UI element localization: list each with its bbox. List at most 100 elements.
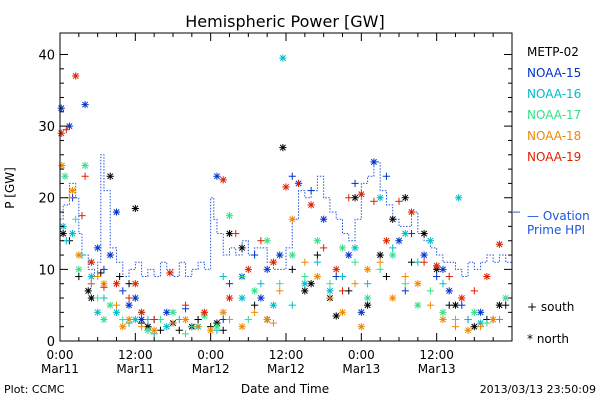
y-tick-label: 20 bbox=[38, 192, 55, 207]
data-point bbox=[439, 308, 447, 316]
data-point bbox=[156, 315, 165, 324]
data-point bbox=[72, 215, 80, 223]
legend-entry: NOAA-19 bbox=[527, 150, 581, 164]
data-point bbox=[163, 308, 171, 316]
data-point bbox=[94, 294, 102, 302]
data-point bbox=[426, 237, 434, 245]
data-point bbox=[87, 272, 95, 281]
x-tick-time-label: 0:00 bbox=[47, 348, 74, 362]
data-point bbox=[169, 319, 177, 327]
data-point bbox=[445, 287, 453, 295]
data-point bbox=[181, 301, 190, 309]
data-point bbox=[288, 301, 296, 309]
data-point bbox=[338, 308, 347, 316]
data-point bbox=[414, 280, 422, 288]
data-point bbox=[225, 280, 234, 288]
data-point bbox=[364, 294, 372, 302]
data-point bbox=[407, 208, 416, 216]
x-tick-date-label: Mar13 bbox=[342, 362, 380, 376]
data-point bbox=[57, 104, 65, 112]
data-point bbox=[225, 315, 234, 324]
data-point bbox=[125, 315, 133, 324]
data-point bbox=[100, 283, 108, 291]
data-point bbox=[257, 294, 265, 302]
legend-north: * north bbox=[527, 332, 569, 346]
data-point bbox=[458, 294, 466, 302]
data-point bbox=[307, 186, 315, 195]
data-point bbox=[370, 158, 378, 166]
data-point bbox=[94, 244, 102, 252]
data-point bbox=[451, 323, 460, 331]
y-tick-label: 40 bbox=[38, 48, 55, 63]
data-point bbox=[219, 315, 227, 324]
data-point bbox=[213, 172, 221, 180]
data-point bbox=[439, 265, 447, 273]
data-point bbox=[326, 280, 334, 288]
data-point bbox=[338, 272, 347, 281]
data-point bbox=[288, 265, 296, 273]
data-point bbox=[364, 265, 372, 273]
data-point bbox=[181, 330, 190, 338]
data-point bbox=[307, 280, 315, 288]
data-point bbox=[376, 265, 384, 273]
data-point bbox=[294, 179, 303, 188]
data-point bbox=[351, 244, 359, 252]
data-point bbox=[175, 315, 183, 324]
data-point bbox=[94, 308, 102, 316]
data-point bbox=[470, 323, 478, 331]
data-point bbox=[495, 301, 504, 309]
legend: METP-02 NOAA-15 NOAA-16 NOAA-17 NOAA-18 NOAA-… bbox=[527, 45, 581, 164]
x-tick-date-label: Mar11 bbox=[116, 362, 154, 376]
data-point bbox=[263, 265, 271, 273]
data-point bbox=[313, 258, 321, 266]
data-point bbox=[116, 272, 124, 281]
x-axis: 0:00Mar1112:00Mar110:00Mar1212:00Mar120:… bbox=[41, 33, 513, 376]
data-point bbox=[282, 183, 290, 191]
data-point bbox=[175, 326, 183, 334]
data-point bbox=[276, 280, 284, 288]
data-point bbox=[138, 308, 146, 316]
data-point bbox=[232, 229, 240, 238]
data-point bbox=[370, 197, 378, 205]
data-point bbox=[301, 280, 309, 288]
chart-title: Hemispheric Power [GW] bbox=[185, 12, 384, 31]
data-point bbox=[119, 287, 127, 295]
data-point bbox=[188, 323, 196, 331]
data-point bbox=[163, 323, 171, 331]
data-point bbox=[376, 258, 384, 266]
data-point bbox=[288, 215, 296, 223]
data-point bbox=[502, 294, 510, 302]
data-point bbox=[263, 237, 271, 245]
data-point bbox=[389, 251, 397, 259]
points-layer bbox=[57, 54, 510, 338]
data-point bbox=[426, 301, 434, 309]
data-point bbox=[68, 229, 77, 238]
data-point bbox=[364, 301, 372, 309]
data-point bbox=[389, 294, 397, 302]
data-point bbox=[68, 186, 77, 195]
data-point bbox=[351, 194, 359, 202]
data-point bbox=[470, 308, 478, 316]
footer-timestamp: 2013/03/13 23:50:09 bbox=[480, 383, 596, 396]
data-point bbox=[81, 161, 89, 170]
x-tick-time-label: 12:00 bbox=[419, 348, 454, 362]
data-point bbox=[470, 287, 478, 295]
x-tick-date-label: Mar11 bbox=[41, 362, 79, 376]
data-point bbox=[401, 287, 409, 295]
data-point bbox=[326, 287, 334, 295]
ovation-hpi-line bbox=[60, 154, 512, 278]
ovation-legend-line2: Prime HPI bbox=[527, 223, 585, 237]
legend-entry: METP-02 bbox=[527, 45, 579, 59]
data-point bbox=[420, 229, 428, 238]
data-point bbox=[219, 176, 227, 184]
data-point bbox=[420, 258, 428, 266]
data-point bbox=[495, 240, 504, 248]
data-point bbox=[75, 251, 83, 259]
data-point bbox=[495, 315, 504, 324]
data-point bbox=[307, 201, 315, 209]
data-point bbox=[426, 287, 434, 295]
data-point bbox=[131, 294, 139, 302]
data-point bbox=[451, 315, 460, 324]
data-point bbox=[401, 229, 409, 238]
data-point bbox=[72, 72, 80, 80]
